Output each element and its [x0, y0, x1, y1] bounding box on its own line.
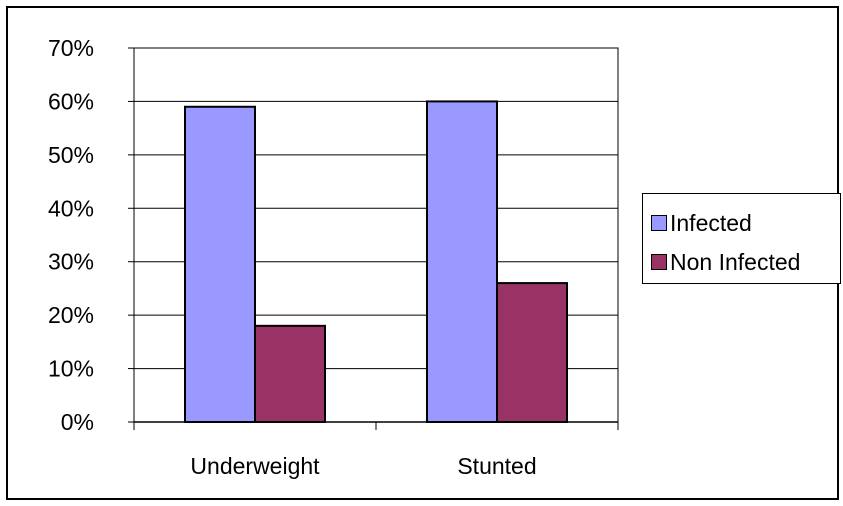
y-tick-label: 30%: [48, 249, 94, 275]
y-tick-label: 20%: [48, 302, 94, 328]
y-tick-label: 40%: [48, 195, 94, 221]
legend-label-infected: Infected: [670, 209, 752, 236]
x-tick-label: Stunted: [457, 453, 536, 479]
y-tick-label: 10%: [48, 356, 94, 382]
y-tick-label: 60%: [48, 88, 94, 114]
y-tick-label: 0%: [61, 409, 94, 435]
x-tick-label: Underweight: [190, 453, 320, 479]
bar-non-infected-stunted: [496, 282, 568, 424]
bar-infected-underweight: [184, 105, 256, 424]
legend: Infected Non Infected: [642, 193, 841, 284]
bar-infected-stunted: [426, 100, 498, 424]
legend-item-infected: Infected: [651, 209, 752, 237]
y-tick-label: 70%: [48, 35, 94, 61]
y-tick-label: 50%: [48, 142, 94, 168]
legend-label-non-infected: Non Infected: [670, 248, 801, 275]
legend-item-non-infected: Non Infected: [651, 248, 800, 276]
legend-swatch-infected: [651, 215, 667, 231]
legend-swatch-non-infected: [651, 254, 667, 270]
bar-non-infected-underweight: [254, 324, 326, 424]
